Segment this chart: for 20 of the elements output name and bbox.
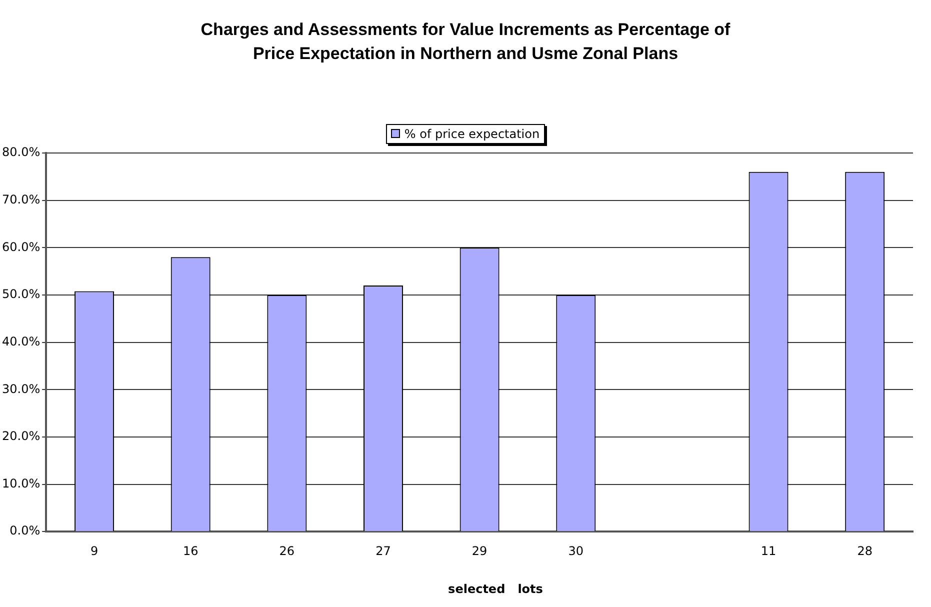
y-tick-label: 70.0% xyxy=(2,192,40,206)
x-tick-label: 28 xyxy=(857,544,872,558)
y-tick-label: 0.0% xyxy=(10,524,40,538)
x-tick-label: 30 xyxy=(568,544,584,558)
y-tick-label: 20.0% xyxy=(2,429,40,444)
y-tick-label: 60.0% xyxy=(2,240,40,254)
x-tick-label: 16 xyxy=(182,544,198,558)
x-tick-label: 29 xyxy=(472,544,488,558)
y-tick-label: 10.0% xyxy=(2,476,40,490)
legend-label: % of price expectation xyxy=(386,124,545,144)
x-tick-label: 11 xyxy=(760,544,776,558)
x-tick-label: 26 xyxy=(279,544,295,558)
y-tick-label: 40.0% xyxy=(2,334,40,348)
x-tick-label: 27 xyxy=(376,544,391,558)
x-axis-title: selected lots xyxy=(447,582,544,596)
y-tick-label: 30.0% xyxy=(2,382,40,396)
chart-title: Charges and Assessments for Value Increments as Percentage of Price Expectation in Northern and Usme Zonal Plans xyxy=(200,19,732,65)
y-tick-label: 80.0% xyxy=(2,145,40,160)
y-tick-label: 50.0% xyxy=(2,287,40,302)
x-tick-label: 9 xyxy=(90,544,98,558)
